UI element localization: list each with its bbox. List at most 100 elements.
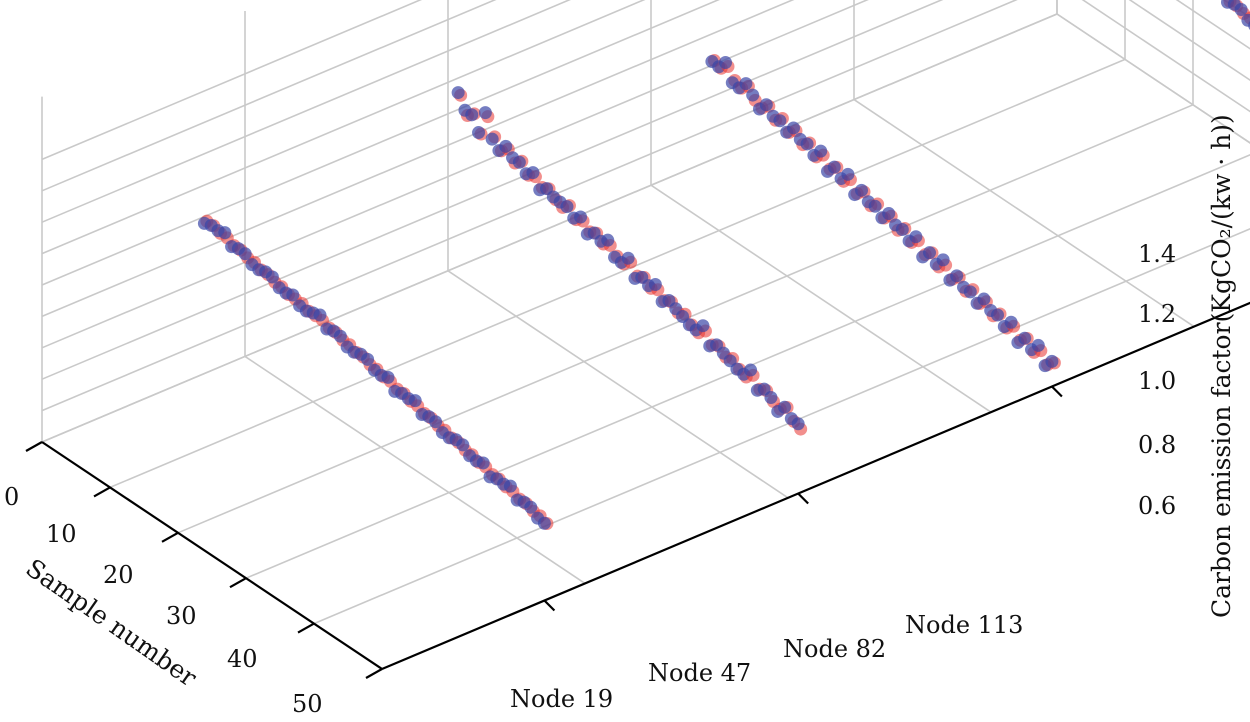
- predicted-point: [895, 222, 909, 236]
- grid-line: [41, 0, 944, 380]
- z-tick-label: 1.0: [1138, 367, 1176, 395]
- predicted-point: [855, 183, 868, 197]
- x-tick: [297, 622, 315, 634]
- predicted-point: [739, 77, 753, 91]
- predicted-point: [696, 319, 710, 333]
- predicted-point: [429, 415, 443, 429]
- node-tick-label: Node 47: [648, 659, 751, 687]
- x-tick-label: 0: [4, 483, 19, 511]
- points-layer: [197, 0, 1250, 531]
- grid-line: [1222, 0, 1250, 19]
- z-tick-label: 0.6: [1138, 492, 1176, 520]
- predicted-point: [1045, 354, 1059, 368]
- predicted-point: [759, 98, 773, 112]
- predicted-point: [764, 390, 778, 404]
- grid-line: [245, 153, 1250, 579]
- predicted-point: [977, 292, 991, 306]
- grid-line: [381, 302, 1250, 670]
- x-tick: [161, 531, 179, 543]
- z-tick-label: 1.2: [1138, 300, 1176, 328]
- grid-line: [41, 0, 423, 161]
- predicted-point: [472, 126, 486, 140]
- node-tick: [797, 492, 809, 505]
- predicted-point: [485, 132, 499, 146]
- grid-line: [41, 0, 1018, 412]
- x-tick-label: 30: [166, 602, 197, 630]
- predicted-point: [526, 166, 540, 180]
- predicted-point: [791, 417, 805, 431]
- predicted-point: [512, 155, 526, 169]
- predicted-point: [882, 207, 896, 221]
- predicted-point: [800, 137, 814, 151]
- predicted-point: [601, 233, 615, 247]
- x-tick-label: 10: [46, 520, 77, 548]
- x-tick-label: 50: [292, 690, 323, 718]
- predicted-point: [744, 363, 758, 377]
- grid-line: [41, 0, 572, 223]
- predicted-point: [648, 278, 662, 292]
- grid-line: [1057, 0, 1250, 53]
- node-tick-label: Node 82: [783, 635, 886, 663]
- z-axis-title: Carbon emission factor(KgCO₂/(kw · h)): [1207, 114, 1236, 618]
- x-tick: [25, 441, 43, 452]
- predicted-point: [1004, 315, 1018, 329]
- predicted-point: [465, 108, 479, 122]
- predicted-point: [621, 251, 635, 265]
- grid-line: [41, 0, 869, 349]
- grid-line: [41, 0, 646, 255]
- predicted-point: [537, 516, 551, 530]
- predicted-point: [478, 106, 492, 120]
- predicted-point: [451, 86, 465, 100]
- predicted-point: [560, 200, 574, 214]
- predicted-point: [333, 329, 347, 343]
- grid-line: [1128, 0, 1250, 82]
- predicted-point: [476, 456, 490, 470]
- predicted-point: [456, 438, 470, 452]
- predicted-point: [313, 308, 327, 322]
- grid-line: [41, 0, 720, 286]
- grid-line: [109, 58, 1126, 489]
- predicted-point: [524, 500, 538, 514]
- z-tick-label: 0.8: [1138, 431, 1176, 459]
- x-tick: [229, 577, 247, 589]
- grid-line: [1057, 0, 1250, 84]
- predicted-point: [773, 114, 787, 128]
- predicted-point: [746, 88, 760, 102]
- grid-line: [853, 98, 1195, 328]
- predicted-point: [923, 246, 936, 260]
- x-tick: [365, 668, 383, 679]
- grid-line: [650, 184, 992, 413]
- predicted-point: [814, 144, 828, 158]
- predicted-point: [991, 308, 1004, 322]
- x-tick-label: 20: [103, 561, 134, 589]
- node-axis-line: [381, 301, 1250, 671]
- grid-line: [1056, 13, 1250, 144]
- grid-line: [447, 270, 789, 499]
- predicted-point: [1031, 338, 1045, 352]
- grid-layer: [41, 0, 1250, 670]
- predicted-point: [1018, 331, 1032, 345]
- predicted-point: [719, 55, 732, 69]
- predicted-point: [286, 288, 300, 302]
- predicted-point: [381, 370, 395, 384]
- node-tick-label: Node 19: [510, 685, 613, 713]
- grid-line: [1175, 0, 1250, 50]
- node-tick-label: Node 113: [905, 611, 1023, 639]
- grid-line: [41, 13, 1058, 443]
- grid-line: [41, 0, 795, 318]
- predicted-point: [963, 285, 977, 299]
- grid-line: [244, 355, 586, 585]
- predicted-point: [827, 160, 841, 174]
- predicted-point: [499, 139, 513, 153]
- predicted-point: [1241, 13, 1250, 27]
- predicted-point: [778, 400, 792, 414]
- x-tick: [93, 486, 111, 498]
- grid-line: [41, 0, 497, 192]
- predicted-point: [265, 270, 279, 284]
- predicted-point: [936, 253, 950, 267]
- predicted-point: [238, 247, 252, 261]
- predicted-point: [408, 394, 422, 408]
- predicted-point: [909, 230, 923, 244]
